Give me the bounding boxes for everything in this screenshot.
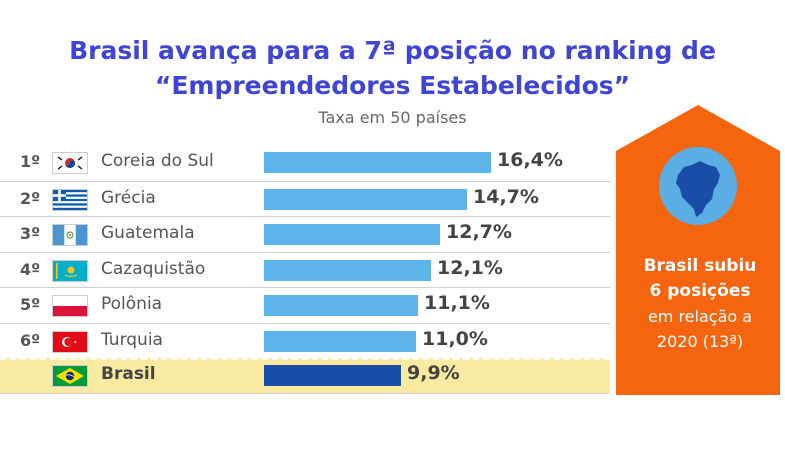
ranking-row: 6º Turquia 11,0% (0, 322, 610, 359)
rank-label: 1º (20, 152, 41, 171)
country-label: Turquia (101, 329, 163, 350)
guatemala-flag-icon (52, 224, 88, 246)
callout-box (616, 105, 780, 395)
south-korea-flag-icon (52, 152, 88, 174)
rank-label: 3º (20, 224, 41, 243)
country-label: Brasil (101, 364, 156, 384)
bar (264, 152, 491, 173)
callout-arrow-shape (616, 105, 780, 395)
country-label: Grécia (101, 187, 156, 208)
poland-flag-icon (52, 295, 88, 317)
rank-label: 5º (20, 295, 41, 314)
callout-line4: 2020 (13ª) (656, 332, 744, 351)
ranking-row: 2º Grécia 14,7% (0, 180, 610, 217)
ranking-row: 3º Guatemala 12,7% (0, 216, 610, 252)
turkey-flag-icon (52, 330, 88, 353)
bar (264, 188, 467, 210)
value-label: 16,4% (497, 149, 563, 171)
chart-title-line1: Brasil avança para a 7ª posição no ranki… (69, 36, 716, 65)
rank-label: 2º (20, 188, 41, 208)
callout-text: Brasil subiu 6 posições em relação a 202… (620, 254, 780, 354)
brazil-map-icon (676, 161, 720, 217)
bar (264, 224, 440, 245)
value-label: 9,9% (407, 362, 460, 384)
value-label: 14,7% (473, 185, 539, 208)
country-label: Guatemala (101, 223, 195, 243)
country-label: Coreia do Sul (101, 151, 214, 171)
country-label: Polônia (101, 294, 163, 314)
country-label: Cazaquistão (101, 258, 206, 279)
rank-label: 4º (20, 259, 41, 279)
highlight-row: Brasil 9,9% (0, 358, 610, 394)
ranking-row: 4º Cazaquistão 12,1% (0, 251, 610, 288)
greece-flag-icon (52, 188, 88, 211)
brazil-flag-icon (52, 365, 88, 387)
bar (264, 330, 416, 352)
rank-label: 6º (20, 330, 41, 350)
bar (264, 259, 431, 281)
chart-title-line2: “Empreendedores Estabelecidos” (154, 71, 631, 100)
kazakhstan-flag-icon (52, 259, 88, 282)
value-label: 11,1% (424, 292, 490, 314)
callout-line3: em relação a (647, 307, 753, 326)
callout-line1: Brasil subiu (643, 256, 757, 276)
callout-line2: 6 posições (649, 281, 751, 301)
ranking-row: 1º Coreia do Sul 16,4% (0, 145, 610, 180)
value-label: 12,1% (437, 256, 503, 279)
ranking-row: 5º Polônia 11,1% (0, 287, 610, 323)
chart-subtitle: Taxa em 50 países (318, 108, 467, 127)
value-label: 11,0% (422, 327, 488, 350)
bar (264, 295, 418, 316)
bar (264, 365, 401, 386)
value-label: 12,7% (446, 221, 512, 243)
